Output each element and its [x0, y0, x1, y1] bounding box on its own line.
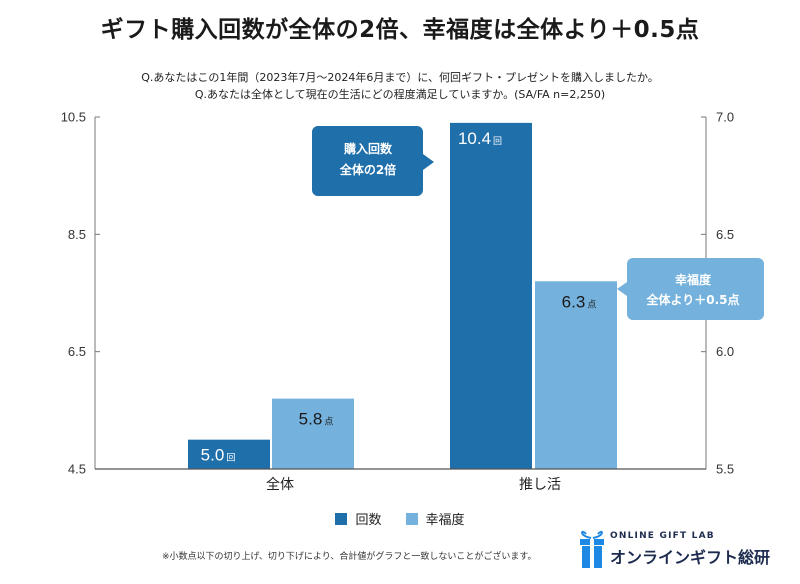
data-label: 6.3 点: [562, 292, 597, 311]
bar-happiness: [272, 398, 354, 469]
y-right-tick-label: 5.5: [716, 462, 734, 477]
brand-name-jp: オンラインギフト総研: [610, 548, 771, 567]
y-left-tick-label: 10.5: [61, 110, 86, 125]
legend-label-happiness: 幸福度: [425, 513, 465, 528]
legend-label-count: 回数: [355, 513, 382, 528]
data-label: 5.0 回: [201, 446, 236, 465]
callout-happiness: [617, 258, 764, 320]
callout-count-line1: 購入回数: [343, 141, 393, 156]
callout-happiness-line2: 全体より＋0.5点: [645, 292, 739, 307]
callout-count: [312, 126, 434, 196]
brand-name-en: ONLINE GIFT LAB: [610, 531, 715, 541]
question-1: Q.あなたはこの1年間（2023年7月～2024年6月まで）に、何回ギフト・プレ…: [141, 71, 659, 84]
data-label: 5.8 点: [299, 410, 334, 429]
legend-item-happiness: 幸福度: [405, 509, 465, 528]
callout-count-line2: 全体の2倍: [339, 162, 396, 177]
legend-item-count: 回数: [335, 509, 382, 528]
footnote: ※小数点以下の切り上げ、切り下げにより、合計値がグラフと一致しないことがございま…: [162, 552, 537, 562]
category-label: 全体: [266, 476, 294, 493]
y-left-tick-label: 4.5: [68, 462, 86, 477]
bar-count: [450, 122, 532, 469]
brand-logo: ONLINE GIFT LAB オンラインギフト総研: [578, 528, 778, 572]
callout-happiness-line1: 幸福度: [675, 272, 712, 287]
y-left-tick-label: 6.5: [68, 344, 86, 359]
y-left-tick-label: 8.5: [68, 227, 86, 242]
category-label: 推し活: [519, 477, 561, 493]
legend: 回数 幸福度: [0, 509, 800, 528]
legend-swatch-count: [335, 512, 348, 525]
data-label: 10.4 回: [458, 129, 502, 148]
legend-swatch-happiness: [405, 512, 418, 525]
question-2: Q.あなたは全体として現在の生活にどの程度満足していますか。(SA/FA n=2…: [194, 88, 606, 101]
y-right-tick-label: 7.0: [716, 110, 734, 125]
bar-happiness: [535, 281, 617, 469]
y-right-tick-label: 6.5: [716, 227, 734, 242]
bar-count: [188, 439, 270, 469]
gift-box-icon: [580, 530, 604, 568]
y-right-tick-label: 6.0: [716, 344, 734, 359]
chart-title: ギフト購入回数が全体の2倍、幸福度は全体より＋0.5点: [100, 17, 700, 43]
